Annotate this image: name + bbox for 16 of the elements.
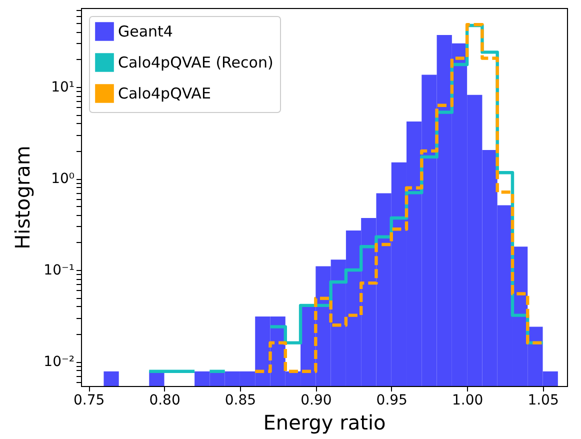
x-tick-label: 0.90 <box>300 392 332 408</box>
y-tick-label: 10⁰ <box>51 171 75 188</box>
legend-label: Calo4pQVAE <box>118 84 211 102</box>
y-axis-title: Histogram <box>10 146 35 250</box>
y-tick-label: 10⁻² <box>44 354 74 370</box>
x-tick-label: 0.85 <box>224 392 256 408</box>
x-tick-label: 1.00 <box>452 392 484 408</box>
x-tick-label: 0.75 <box>73 392 105 408</box>
legend-label: Geant4 <box>118 22 173 40</box>
x-axis-title: Energy ratio <box>263 410 386 434</box>
x-tick-label: 0.80 <box>149 392 180 408</box>
x-tick-label: 1.05 <box>528 392 559 408</box>
y-tick-label: 10¹ <box>51 80 74 96</box>
legend-label: Calo4pQVAE (Recon) <box>118 54 274 72</box>
x-tick-label: 0.95 <box>376 392 408 408</box>
y-tick-label: 10⁻¹ <box>44 262 74 279</box>
